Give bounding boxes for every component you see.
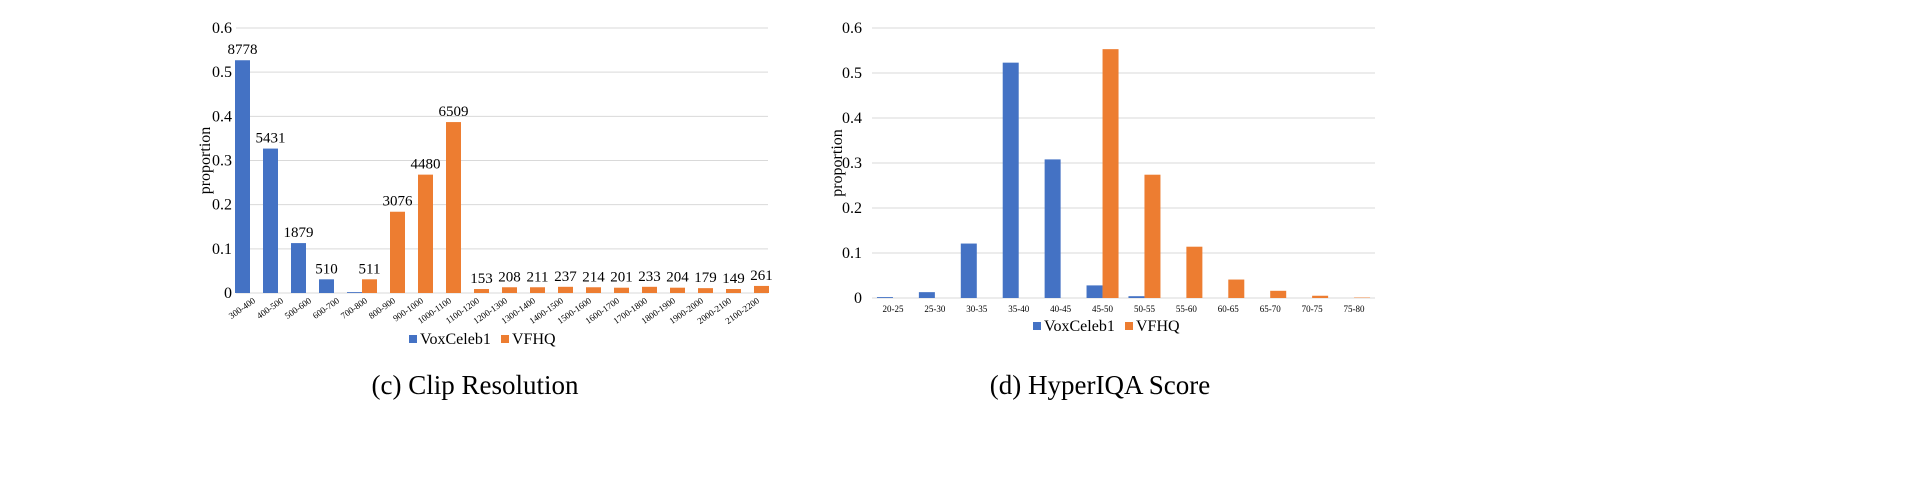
voxceleb1-bar [263,148,278,293]
y-tick-label: 0.1 [842,245,862,262]
vfhq-bar [446,122,461,293]
data-label: 1879 [284,225,314,241]
y-tick-label: 0.3 [842,155,862,172]
legend-label: VFHQ [512,331,556,348]
legend-label: VoxCeleb1 [1044,318,1115,335]
data-label: 237 [554,269,577,285]
vfhq-bar [362,279,377,293]
x-tick-label: 70-75 [1302,304,1323,314]
legend-swatch [1125,322,1133,330]
hyperiqa-score-chart: 0 0.1 0.2 0.3 0.4 0.5 0.6 proportion 20-25 25-30 3… [829,20,1375,400]
vfhq-bar [530,287,545,293]
vfhq-bar [474,289,489,293]
vfhq-bar [726,289,741,293]
x-tick-label: 500-600 [283,295,314,321]
x-tick-label: 55-60 [1176,304,1197,314]
data-label: 153 [470,271,493,287]
data-label: 201 [610,270,633,286]
y-tick-label: 0.4 [212,108,232,125]
vfhq-bar [1270,290,1287,298]
x-tick-label: 25-30 [924,304,945,314]
y-tick-label: 0.1 [212,241,232,258]
vfhq-bar [1228,279,1245,298]
y-tick-label: 0 [854,290,862,307]
legend-swatch [409,335,417,343]
legend-swatch [1033,322,1041,330]
data-label: 214 [582,269,605,285]
x-tick-label: 40-45 [1050,304,1071,314]
data-label: 211 [527,269,549,285]
data-label: 511 [359,261,381,277]
y-tick-label: 0.2 [842,200,862,217]
x-tick-label: 700-800 [339,295,370,321]
chart-caption: (d) HyperIQA Score [990,370,1210,400]
y-tick-label: 0.4 [842,110,862,127]
y-axis-label: proportion [829,129,846,197]
vfhq-bar [642,286,657,293]
vfhq-bar [1102,49,1119,299]
y-axis-label: proportion [197,127,214,195]
data-label: 261 [750,268,773,284]
voxceleb1-bar [876,297,893,298]
y-tick-label: 0.3 [212,153,232,170]
x-tick-label: 35-40 [1008,304,1029,314]
vfhq-bar [698,288,713,293]
data-label: 179 [694,270,717,286]
vfhq-bar [1186,246,1203,298]
legend-swatch [501,335,509,343]
vfhq-bar [418,174,433,293]
chart-caption: (c) Clip Resolution [372,370,579,400]
voxceleb1-bar [291,243,306,293]
vfhq-bar [390,211,405,293]
data-label: 204 [666,270,689,286]
voxceleb1-bar [1128,296,1145,298]
data-label: 510 [315,261,338,277]
y-tick-label: 0.6 [212,20,232,37]
x-tick-label: 600-700 [311,295,342,321]
data-label: 233 [638,269,661,285]
vfhq-bar [1144,174,1161,298]
vfhq-bar [754,285,769,293]
data-label: 5431 [256,131,286,147]
vfhq-bar [586,287,601,293]
x-tick-label: 400-500 [255,295,286,321]
voxceleb1-bar [1086,285,1103,298]
vfhq-bar [1312,295,1329,298]
x-tick-label: 45-50 [1092,304,1113,314]
vfhq-bar [670,287,685,293]
voxceleb1-bar [960,243,977,298]
x-tick-label: 20-25 [882,304,903,314]
data-label: 6509 [439,104,469,120]
x-tick-label: 65-70 [1260,304,1281,314]
y-tick-label: 0.5 [842,65,862,82]
data-label: 4480 [411,157,441,173]
data-label: 3076 [383,194,414,210]
data-label: 208 [498,269,521,285]
x-tick-label: 50-55 [1134,304,1155,314]
x-tick-label: 60-65 [1218,304,1239,314]
legend-label: VoxCeleb1 [420,331,491,348]
data-label: 8778 [228,42,258,58]
vfhq-bar [614,287,629,293]
vfhq-bar [558,286,573,293]
voxceleb1-bar [235,60,250,293]
clip-resolution-chart: 0 0.1 0.2 0.3 0.4 0.5 0.6 proportion 8778 5431 187… [197,20,773,400]
y-tick-label: 0 [224,285,232,302]
data-label: 149 [722,271,745,287]
y-tick-label: 0.5 [212,64,232,81]
legend-label: VFHQ [1136,318,1180,335]
voxceleb1-bar [319,279,334,293]
vfhq-bar [502,287,517,293]
x-tick-label: 30-35 [966,304,987,314]
y-tick-label: 0.2 [212,197,232,214]
voxceleb1-bar [347,292,362,293]
voxceleb1-bar [1044,159,1061,298]
y-tick-label: 0.6 [842,20,862,37]
x-tick-label: 75-80 [1344,304,1365,314]
voxceleb1-bar [1002,62,1019,299]
voxceleb1-bar [918,292,935,298]
